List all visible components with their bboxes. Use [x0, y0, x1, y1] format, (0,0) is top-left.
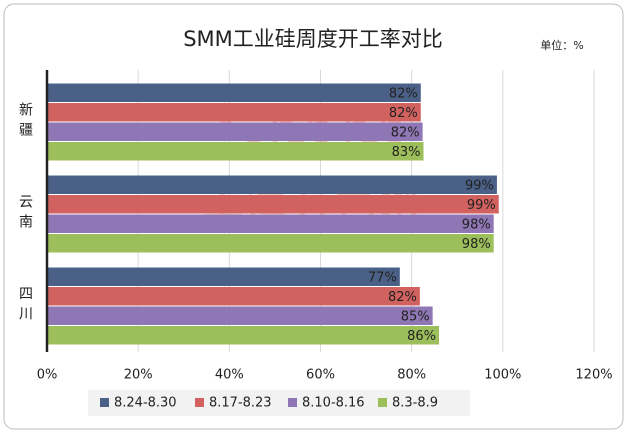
data-label: 83% [392, 145, 421, 160]
legend-swatch [195, 398, 204, 407]
legend-label: 8.10-8.16 [302, 396, 365, 411]
data-label: 98% [462, 237, 491, 252]
legend-swatch [288, 398, 297, 407]
data-label: 99% [467, 198, 496, 213]
bar [47, 83, 421, 102]
bar [47, 267, 400, 286]
data-label: 82% [388, 290, 417, 305]
bar [47, 175, 497, 194]
legend-label: 8.3-8.9 [392, 396, 438, 411]
legend-label: 8.24-8.30 [114, 396, 177, 411]
x-tick-label: 40% [215, 368, 244, 383]
x-tick-label: 80% [397, 368, 426, 383]
x-tick-label: 0% [37, 368, 58, 383]
legend-box [88, 390, 470, 416]
data-label: 99% [465, 178, 494, 193]
chart-title: SMM工业硅周度开工率对比 [183, 27, 443, 51]
data-label: 86% [407, 329, 436, 344]
data-label: 82% [389, 86, 418, 101]
x-tick-label: 20% [124, 368, 153, 383]
data-label: 85% [401, 309, 430, 324]
x-tick-label: 60% [306, 368, 335, 383]
bar [47, 234, 494, 253]
bar [47, 142, 424, 161]
bar [47, 195, 499, 214]
y-tick-label: 四川 [17, 286, 33, 326]
legend-swatch [100, 398, 109, 407]
bar [47, 214, 494, 233]
legend-swatch [378, 398, 387, 407]
data-label: 98% [462, 217, 491, 232]
unit-note: 单位：% [540, 38, 583, 52]
bar [47, 306, 433, 325]
bar [47, 287, 420, 306]
y-tick-label: 云南 [17, 194, 33, 234]
data-label: 82% [391, 125, 420, 140]
data-label: 82% [389, 106, 418, 121]
legend-label: 8.17-8.23 [209, 396, 272, 411]
x-tick-label: 100% [484, 368, 521, 383]
data-label: 77% [368, 270, 397, 285]
y-tick-label: 新疆 [17, 102, 33, 142]
bar [47, 122, 423, 141]
bar [47, 103, 421, 122]
bar [47, 326, 440, 345]
x-tick-label: 120% [575, 368, 612, 383]
